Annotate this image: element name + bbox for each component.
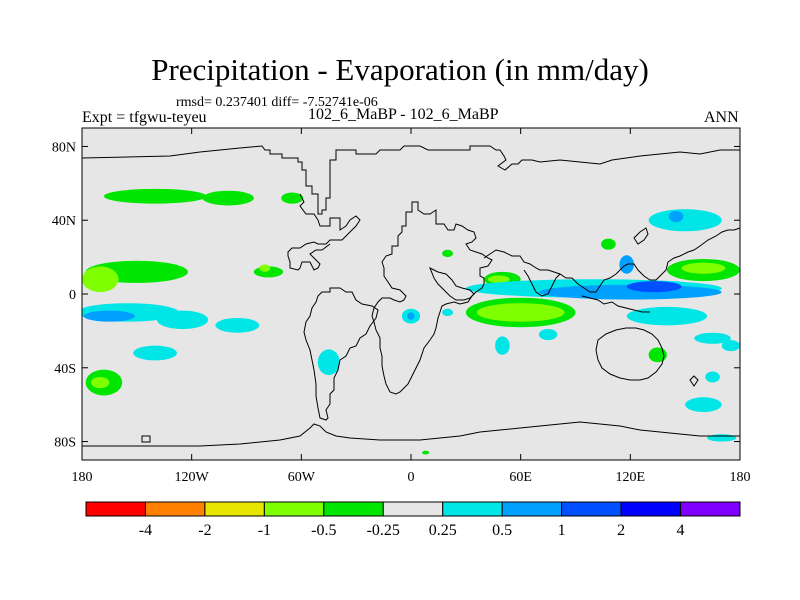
- x-tick-label: 120E: [616, 470, 646, 485]
- coast-antarctica: [82, 421, 740, 447]
- colorbar-label: 2: [617, 522, 625, 539]
- colorbar-label: -1: [258, 522, 271, 539]
- anomaly-region-11: [281, 192, 304, 204]
- x-tick-label: 0: [408, 470, 415, 485]
- coast-asia: [483, 227, 741, 293]
- anomaly-region-13: [259, 264, 271, 272]
- coast-indonesia: [581, 295, 650, 313]
- anomaly-region-1: [82, 266, 119, 293]
- plot-title: Precipitation - Evaporation (in mm/day): [151, 52, 649, 87]
- anomaly-region-6: [133, 345, 178, 361]
- colorbar-swatch: [323, 501, 384, 517]
- y-tick-label: 40S: [54, 362, 76, 377]
- anomaly-region-36: [538, 329, 558, 341]
- anomaly-region-40: [707, 434, 737, 442]
- colorbar-label: -0.5: [311, 522, 336, 539]
- anomaly-region-38: [705, 371, 720, 383]
- anomaly-region-4: [156, 310, 209, 330]
- anomaly-region-42: [421, 450, 430, 455]
- colorbar-label: 0.25: [429, 522, 457, 539]
- x-tick-label: 60E: [509, 470, 532, 485]
- x-tick-label: 60W: [288, 470, 316, 485]
- anomaly-region-28: [681, 262, 726, 274]
- anomaly-region-9: [103, 188, 207, 204]
- anomaly-region-17: [407, 312, 415, 320]
- continent-outlines: [81, 145, 741, 447]
- colorbar-swatch: [144, 501, 206, 517]
- anomaly-layer: [82, 188, 740, 455]
- coast-japan: [633, 227, 649, 245]
- x-tick-label: 120W: [175, 470, 210, 485]
- anomaly-region-30: [648, 209, 722, 232]
- y-tick-label: 80S: [54, 436, 76, 451]
- x-tick-label: 180: [730, 470, 751, 485]
- colorbar-swatch: [204, 501, 265, 517]
- anomaly-region-3: [83, 310, 136, 322]
- coast-india: [523, 269, 561, 297]
- anomaly-region-10: [202, 190, 254, 206]
- case-label: 102_6_MaBP - 102_6_MaBP: [308, 106, 499, 123]
- season-label: ANN: [704, 109, 739, 126]
- anomaly-region-34: [721, 340, 740, 352]
- colorbar-label: -0.25: [367, 522, 400, 539]
- colorbar-swatch: [85, 501, 146, 517]
- colorbar-label: -2: [198, 522, 211, 539]
- colorbar-swatch: [442, 501, 503, 517]
- y-tick-label: 40N: [52, 214, 76, 229]
- anomaly-region-18: [442, 308, 454, 317]
- coast-north-america: [81, 145, 740, 215]
- y-tick-label: 80N: [52, 140, 76, 155]
- colorbar-swatch: [561, 501, 622, 517]
- colorbar-swatch: [680, 501, 741, 517]
- anomaly-region-25: [626, 281, 682, 293]
- y-tick-label: 0: [69, 288, 76, 303]
- colorbar: -4 -2 -1 -0.5 -0.25 0.25 0.5 1 2 4: [85, 501, 741, 539]
- coast-australia: [595, 327, 665, 381]
- coast-antarctica-small: [141, 435, 151, 443]
- anomaly-region-15: [317, 349, 340, 376]
- coast-new-zealand: [689, 375, 699, 387]
- coast-south-america: [303, 287, 379, 421]
- anomaly-region-39: [685, 397, 722, 413]
- coast-north-america-east: [287, 193, 361, 271]
- axis-ticks: 180 120W 60W 0 60E 120E 180 80N 40N 0 40S 80S: [52, 128, 751, 485]
- anomaly-region-35: [495, 336, 510, 355]
- colorbar-label: 4: [677, 522, 685, 539]
- experiment-label: Expt = tfgwu-teyeu: [82, 109, 207, 126]
- stats-line: rmsd= 0.237401 diff= -7.52741e-06: [176, 95, 378, 110]
- colorbar-swatch: [620, 501, 682, 517]
- colorbar-swatch: [501, 501, 563, 517]
- colorbar-label: -4: [139, 522, 152, 539]
- colorbar-swatch: [382, 501, 444, 517]
- colorbar-swatch: [263, 501, 325, 517]
- x-tick-label: 180: [72, 470, 93, 485]
- colorbar-label: 1: [558, 522, 566, 539]
- coast-europe-africa: [371, 201, 493, 395]
- anomaly-region-20: [476, 303, 565, 322]
- anomaly-region-41: [442, 249, 454, 258]
- anomaly-region-22: [487, 275, 510, 283]
- anomaly-region-32: [601, 238, 616, 250]
- anomaly-region-33: [694, 332, 731, 344]
- anomaly-region-29: [626, 306, 708, 326]
- anomaly-region-8: [91, 377, 110, 389]
- anomaly-region-31: [668, 211, 684, 223]
- colorbar-label: 0.5: [492, 522, 512, 539]
- anomaly-region-5: [215, 317, 260, 333]
- coast-arabia: [429, 266, 475, 301]
